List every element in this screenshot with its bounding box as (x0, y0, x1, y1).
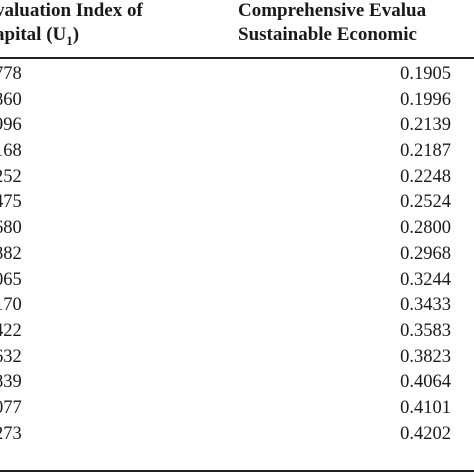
cell-index-value: 996 (0, 115, 22, 136)
cell-comprehensive-value: 0.2139 (400, 115, 451, 136)
cell-comprehensive-value: 0.1905 (400, 64, 451, 84)
cell-comprehensive-value: 0.3433 (400, 295, 451, 316)
cell-comprehensive-value: 0.4101 (400, 397, 451, 418)
cell-comprehensive-value: 0.1996 (400, 89, 451, 110)
cell-index-value: 475 (0, 192, 22, 213)
cell-index-value: 168 (0, 141, 22, 162)
cell-comprehensive-value: 0.2187 (400, 141, 451, 162)
table-row: 882 0.2968 (0, 242, 474, 268)
column-header-index-line1: valuation Index of (0, 0, 143, 21)
cell-comprehensive-value: 0.4202 (400, 423, 451, 444)
cell-index-value: 680 (0, 218, 22, 239)
table-row: 632 0.3823 (0, 345, 474, 371)
column-header-comprehensive-line1: Comprehensive Evalua (238, 0, 427, 21)
cell-comprehensive-value: 0.2800 (400, 218, 451, 239)
cell-comprehensive-value: 0.2524 (400, 192, 451, 213)
cell-comprehensive-value: 0.3823 (400, 346, 451, 367)
table-row: 475 0.2524 (0, 190, 474, 216)
header-rule (0, 57, 474, 59)
column-header-comprehensive-line2: Sustainable Economic (238, 24, 417, 45)
table-row: 168 0.2187 (0, 139, 474, 165)
cell-index-value: 273 (0, 423, 22, 444)
cell-comprehensive-value: 0.3583 (400, 320, 451, 341)
cell-index-value: 632 (0, 346, 22, 367)
cell-comprehensive-value: 0.2248 (400, 166, 451, 187)
table-row: 680 0.2800 (0, 216, 474, 242)
column-header-index-subscript: 1 (66, 32, 73, 48)
column-header-index-close: ) (72, 24, 80, 45)
bottom-rule (0, 470, 474, 472)
cell-comprehensive-value: 0.4064 (400, 372, 451, 393)
table-row: 077 0.4101 (0, 396, 474, 422)
table-row: 778 0.1905 (0, 62, 474, 88)
table-row: 422 0.3583 (0, 319, 474, 345)
cell-index-value: 422 (0, 320, 22, 341)
cell-comprehensive-value: 0.2968 (400, 243, 451, 264)
table-row: 273 0.4202 (0, 422, 474, 448)
cell-index-value: 778 (0, 64, 22, 84)
cell-index-value: 065 (0, 269, 22, 290)
table-header: valuation Index of apital (U1) Comprehen… (0, 0, 474, 58)
table-row: 065 0.3244 (0, 268, 474, 294)
table-row: 839 0.4064 (0, 370, 474, 396)
cell-index-value: 839 (0, 372, 22, 393)
table-body: 778 0.1905 860 0.1996 996 0.2139 168 0.2187 252 0… (0, 62, 474, 447)
cell-index-value: 170 (0, 295, 22, 316)
table-row: 252 0.2248 (0, 165, 474, 191)
column-header-index-text: apital (U (0, 24, 67, 45)
cell-index-value: 077 (0, 397, 22, 418)
cell-index-value: 860 (0, 89, 22, 110)
cell-index-value: 882 (0, 243, 22, 264)
cell-comprehensive-value: 0.3244 (400, 269, 451, 290)
column-header-index-line2: apital (U1) (0, 24, 79, 52)
table-row: 860 0.1996 (0, 88, 474, 114)
cell-index-value: 252 (0, 166, 22, 187)
table-row: 170 0.3433 (0, 293, 474, 319)
table-row: 996 0.2139 (0, 113, 474, 139)
